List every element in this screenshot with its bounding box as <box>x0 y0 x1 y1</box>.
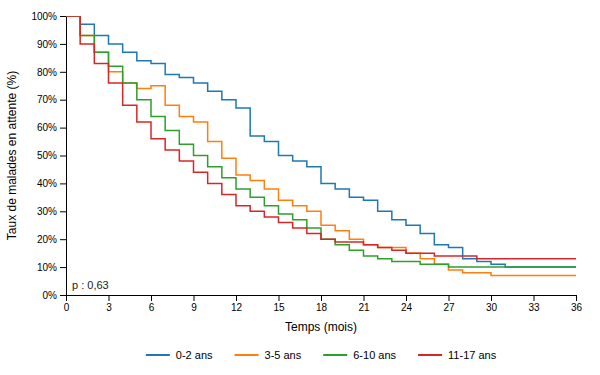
tick: 3 <box>106 295 112 313</box>
tick-label: 90% <box>37 39 57 50</box>
legend-label: 0-2 ans <box>176 349 213 361</box>
tick-mark <box>109 295 110 301</box>
tick-mark <box>194 295 195 301</box>
tick-label: 27 <box>443 302 455 313</box>
series-line <box>66 16 576 275</box>
tick-label: 21 <box>358 302 370 313</box>
tick: 15 <box>273 295 285 313</box>
legend-swatch <box>235 354 259 356</box>
tick-label: 100% <box>31 11 57 22</box>
tick: 100% <box>31 11 66 22</box>
tick-label: 80% <box>37 67 57 78</box>
tick-label: 0 <box>64 302 70 313</box>
tick: 0 <box>64 295 70 313</box>
series-line <box>66 16 576 259</box>
tick-mark <box>364 295 365 301</box>
legend-label: 6-10 ans <box>353 349 396 361</box>
tick: 70% <box>37 94 66 105</box>
tick-label: 40% <box>37 178 57 189</box>
tick-label: 12 <box>231 302 243 313</box>
tick: 0% <box>43 290 66 301</box>
legend-swatch <box>146 354 170 356</box>
tick: 33 <box>528 295 540 313</box>
tick-mark <box>151 295 152 301</box>
legend-item: 0-2 ans <box>146 349 213 361</box>
tick: 90% <box>37 39 66 50</box>
legend-item: 3-5 ans <box>235 349 302 361</box>
tick-mark <box>534 295 535 301</box>
tick: 50% <box>37 150 66 161</box>
legend-swatch <box>418 354 442 356</box>
tick-label: 18 <box>316 302 328 313</box>
tick-mark <box>60 100 66 101</box>
tick-mark <box>60 72 66 73</box>
tick-label: 10% <box>37 262 57 273</box>
tick-mark <box>491 295 492 301</box>
y-axis-title: Taux de malades en attente (%) <box>5 71 19 240</box>
legend-item: 6-10 ans <box>323 349 396 361</box>
tick-label: 20% <box>37 234 57 245</box>
tick-mark <box>236 295 237 301</box>
y-axis: 0% 10% 20% 30% 40% 50% 60% 70% 80% 90% 100% <box>31 11 66 301</box>
tick-mark <box>60 156 66 157</box>
legend-item: 11-17 ans <box>418 349 497 361</box>
tick-label: 50% <box>37 150 57 161</box>
tick: 36 <box>571 295 583 313</box>
tick-label: 6 <box>149 302 155 313</box>
tick: 20% <box>37 234 66 245</box>
plot-area: 03691215182124273033360%10%20%30%40%50%6… <box>31 11 582 313</box>
axis-domain <box>60 17 67 296</box>
series-line <box>66 16 576 267</box>
tick-label: 30 <box>486 302 498 313</box>
tick: 21 <box>358 295 370 313</box>
tick: 30% <box>37 206 66 217</box>
tick-mark <box>449 295 450 301</box>
tick: 40% <box>37 178 66 189</box>
tick-label: 3 <box>106 302 112 313</box>
annotation: p : 0,63 <box>72 279 109 291</box>
tick: 60% <box>37 122 66 133</box>
series-group <box>66 16 576 275</box>
tick-label: 33 <box>528 302 540 313</box>
tick-mark <box>60 44 66 45</box>
tick-label: 30% <box>37 206 57 217</box>
tick-label: 0% <box>43 290 58 301</box>
legend: 0-2 ans 3-5 ans 6-10 ans 11-17 ans <box>146 349 497 361</box>
tick: 27 <box>443 295 455 313</box>
tick-mark <box>60 128 66 129</box>
tick: 10% <box>37 262 66 273</box>
tick-label: 60% <box>37 122 57 133</box>
legend-label: 3-5 ans <box>265 349 302 361</box>
tick-label: 9 <box>191 302 197 313</box>
tick-mark <box>60 295 66 296</box>
tick-mark <box>279 295 280 301</box>
tick: 9 <box>191 295 197 313</box>
tick: 18 <box>316 295 328 313</box>
tick: 30 <box>486 295 498 313</box>
tick-mark <box>321 295 322 301</box>
legend-swatch <box>323 354 347 356</box>
tick-mark <box>60 211 66 212</box>
tick: 24 <box>401 295 413 313</box>
x-axis: 0369121518212427303336 <box>64 295 583 313</box>
axis-domain <box>67 296 577 302</box>
chart: 03691215182124273033360%10%20%30%40%50%6… <box>0 0 600 375</box>
series-line <box>66 16 576 267</box>
tick: 80% <box>37 67 66 78</box>
legend-label: 11-17 ans <box>448 349 497 361</box>
tick-label: 24 <box>401 302 413 313</box>
tick-mark <box>60 183 66 184</box>
tick: 6 <box>149 295 155 313</box>
x-axis-title: Temps (mois) <box>285 320 357 334</box>
tick-mark <box>60 16 66 17</box>
tick-mark <box>60 239 66 240</box>
tick-mark <box>60 267 66 268</box>
tick: 12 <box>231 295 243 313</box>
tick-label: 15 <box>273 302 285 313</box>
tick-mark <box>406 295 407 301</box>
tick-label: 36 <box>571 302 583 313</box>
tick-mark <box>576 295 577 301</box>
tick-label: 70% <box>37 94 57 105</box>
